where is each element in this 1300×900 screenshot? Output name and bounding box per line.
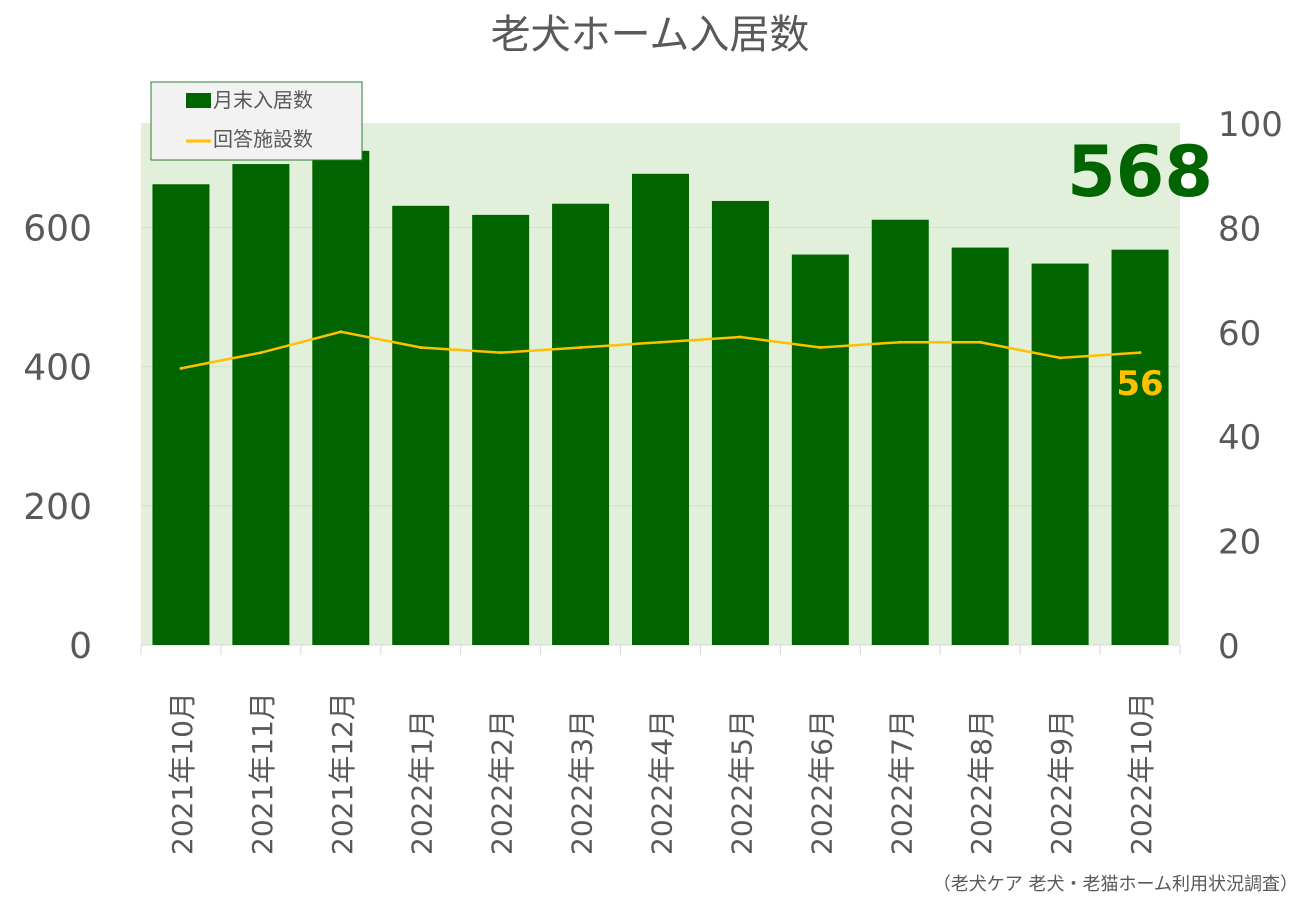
y-left-tick-label: 400: [23, 348, 92, 389]
bar: [232, 164, 290, 645]
source-note: （老犬ケア 老犬・老猫ホーム利用状況調査）: [933, 874, 1298, 895]
x-tick-label: 2022年2月: [486, 710, 519, 855]
x-tick-label: 2021年10月: [166, 692, 199, 855]
legend-line-label: 回答施設数: [213, 127, 313, 151]
bar: [871, 219, 929, 645]
bar: [1111, 249, 1169, 645]
bar: [711, 200, 769, 645]
x-tick-label: 2022年3月: [566, 710, 599, 855]
legend-bar-swatch: [186, 93, 211, 108]
y-right-tick-label: 100: [1218, 105, 1283, 145]
x-tick-label: 2021年12月: [326, 692, 359, 855]
bar: [632, 173, 689, 646]
y-left-tick-label: 600: [23, 208, 92, 249]
legend: 月末入居数 回答施設数: [150, 81, 363, 161]
x-tick-label: 2022年10月: [1125, 692, 1158, 855]
chart-title: 老犬ホーム入居数: [491, 12, 810, 58]
bar: [951, 247, 1009, 646]
x-tick-label: 2021年11月: [246, 692, 279, 855]
y-right-tick-label: 40: [1218, 418, 1261, 458]
line-series: [180, 330, 1141, 370]
x-tick-label: 2022年8月: [965, 710, 998, 855]
y-left-tick-label: 0: [69, 626, 92, 667]
y-right-tick-label: 80: [1218, 209, 1261, 249]
bar: [472, 214, 530, 645]
y-right-tick-label: 20: [1218, 523, 1261, 563]
bar: [152, 184, 210, 646]
x-tick-label: 2022年6月: [805, 710, 838, 855]
highlight-line-label: 56: [1116, 364, 1163, 404]
highlight-bar-label: 568: [1067, 131, 1213, 213]
x-tick-label: 2022年1月: [406, 710, 439, 855]
legend-bar-label: 月末入居数: [213, 88, 313, 112]
y-right-tick-label: 60: [1218, 314, 1261, 354]
bar: [791, 254, 849, 645]
bar: [1031, 263, 1089, 645]
bar: [312, 150, 370, 645]
y-left-tick-label: 200: [23, 487, 92, 528]
bar: [552, 203, 610, 645]
x-tick-label: 2022年7月: [885, 710, 918, 855]
x-tick-label: 2022年5月: [725, 710, 758, 855]
y-right-tick-label: 0: [1218, 627, 1240, 667]
x-tick-label: 2022年9月: [1045, 710, 1078, 855]
bar: [392, 205, 450, 645]
x-tick-label: 2022年4月: [646, 710, 679, 855]
